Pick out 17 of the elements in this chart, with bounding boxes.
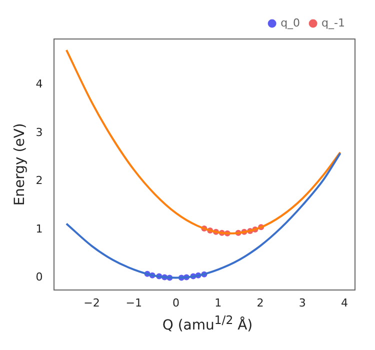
x-tick-label: 2	[256, 296, 264, 310]
legend-label: q_0	[280, 16, 300, 30]
x-tick-label: −2	[84, 296, 100, 310]
x-tick-label: 3	[298, 296, 306, 310]
x-tick-label: 4	[340, 296, 348, 310]
x-tick-label: 0	[172, 296, 180, 310]
line-series	[65, 152, 342, 279]
legend-label: q_-1	[322, 16, 346, 30]
y-tick-label: 0	[36, 270, 43, 284]
x-axis-title: Q (amu$^{1/2}$ Å)	[161, 313, 254, 334]
x-tick-label: −1	[126, 296, 142, 310]
y-tick-label: 3	[36, 126, 43, 139]
y-tick-label: 4	[36, 78, 43, 91]
y-tick-label: 1	[36, 222, 43, 236]
x-tick-label: 1	[214, 296, 222, 310]
y-tick-label: 2	[36, 174, 43, 188]
y-axis-title: Energy (eV)	[12, 123, 28, 206]
